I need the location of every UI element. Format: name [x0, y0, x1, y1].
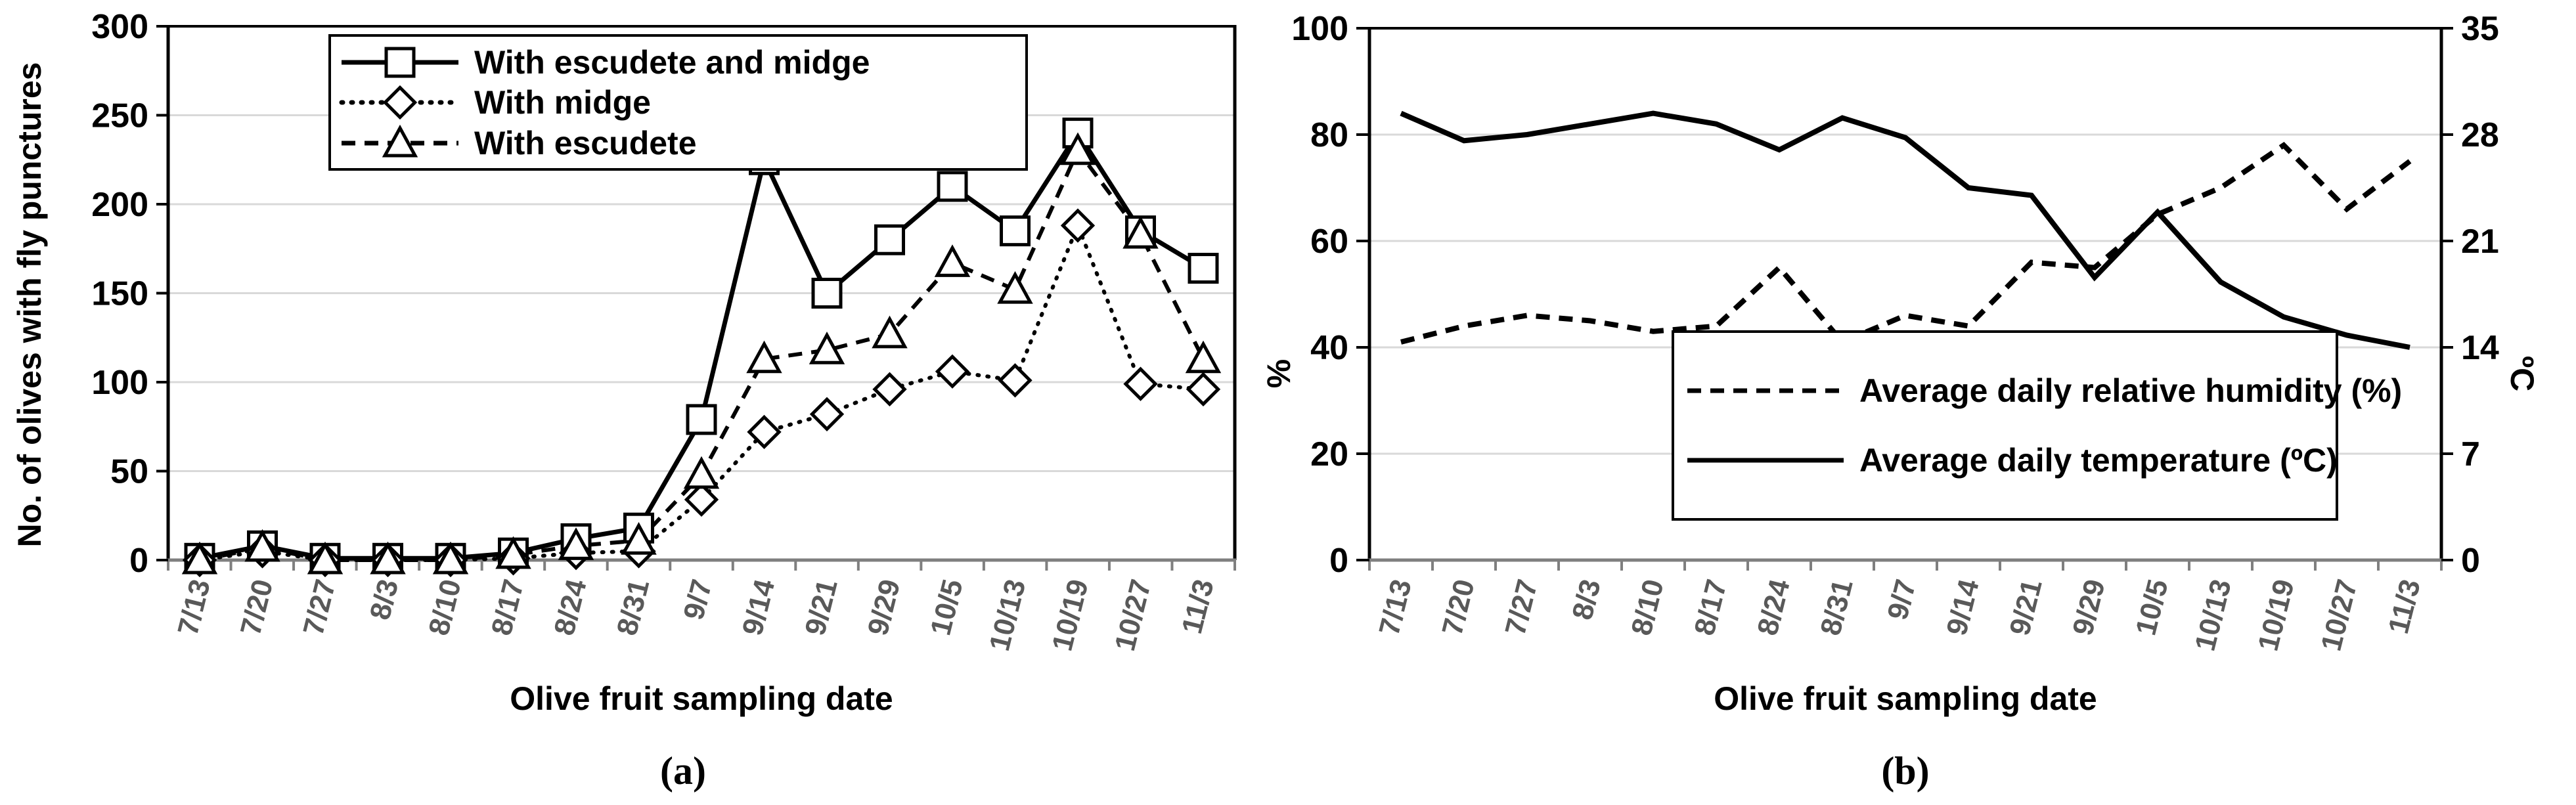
svg-text:150: 150: [91, 275, 148, 313]
svg-text:9/14: 9/14: [736, 576, 781, 638]
svg-text:0: 0: [2461, 542, 2480, 580]
svg-text:10/13: 10/13: [983, 577, 1032, 655]
svg-text:7/13: 7/13: [171, 577, 216, 639]
svg-text:300: 300: [91, 8, 148, 46]
svg-text:10/5: 10/5: [924, 577, 969, 639]
svg-text:8/17: 8/17: [485, 577, 530, 639]
svg-text:28: 28: [2461, 116, 2499, 154]
svg-text:8/10: 8/10: [422, 577, 467, 639]
svg-text:21: 21: [2461, 223, 2499, 261]
svg-text:11/3: 11/3: [1176, 577, 1220, 638]
svg-text:7/20: 7/20: [234, 577, 279, 639]
svg-text:7/27: 7/27: [1499, 577, 1543, 639]
svg-text:8/10: 8/10: [1625, 577, 1670, 639]
panel-a-caption: (a): [660, 749, 706, 793]
svg-text:60: 60: [1310, 223, 1348, 261]
svg-text:9/21: 9/21: [799, 577, 843, 639]
svg-text:8/3: 8/3: [364, 577, 405, 623]
svg-text:9/14: 9/14: [1940, 576, 1985, 638]
svg-text:7/20: 7/20: [1436, 577, 1480, 639]
legend-sample-dashed-triangle-icon: [342, 124, 458, 157]
svg-text:0: 0: [1329, 542, 1348, 580]
svg-text:10/27: 10/27: [2315, 577, 2364, 655]
svg-text:20: 20: [1310, 435, 1348, 473]
svg-text:80: 80: [1310, 116, 1348, 154]
legend-item-temperature: Average daily temperature (ºC): [1683, 441, 2338, 479]
svg-text:9/21: 9/21: [2003, 577, 2048, 639]
panel-b-x-axis-title: Olive fruit sampling date: [1714, 680, 2097, 717]
svg-text:7: 7: [2461, 435, 2480, 473]
svg-text:8/17: 8/17: [1688, 577, 1733, 639]
svg-text:7/13: 7/13: [1373, 577, 1417, 639]
panel-b-right-axis-title: ºC: [2504, 355, 2541, 392]
svg-text:100: 100: [1291, 10, 1348, 48]
legend-item-label: Average daily temperature (ºC): [1859, 442, 2338, 479]
svg-text:0: 0: [129, 542, 148, 580]
svg-text:200: 200: [91, 186, 148, 224]
panel-b-legend: Average daily relative humidity (%) Aver…: [1672, 330, 2402, 521]
legend-item-with-midge: With midge: [338, 83, 1019, 121]
svg-text:250: 250: [91, 97, 148, 135]
legend-item-escudete-and-midge: With escudete and midge: [338, 43, 1019, 81]
svg-text:8/3: 8/3: [1566, 577, 1607, 623]
legend-item-label: With escudete: [474, 124, 697, 162]
legend-item-label: With escudete and midge: [474, 43, 870, 81]
svg-text:9/7: 9/7: [677, 577, 718, 623]
panel-a-x-axis-title: Olive fruit sampling date: [510, 680, 893, 717]
svg-text:9/29: 9/29: [2066, 577, 2111, 639]
svg-text:10/13: 10/13: [2189, 577, 2238, 655]
svg-text:10/19: 10/19: [1046, 577, 1095, 655]
legend-sample-dotted-diamond-icon: [339, 85, 461, 120]
legend-item-label: With midge: [474, 84, 651, 121]
panel-b-left-axis-title: %: [1260, 359, 1297, 389]
panel-a-y-axis-title: No. of olives with fly punctures: [11, 62, 48, 548]
legend-item-label: Average daily relative humidity (%): [1859, 372, 2403, 409]
legend-item-relative-humidity: Average daily relative humidity (%): [1683, 372, 2402, 410]
panel-a-legend: With escudete and midge With midge With …: [328, 34, 1028, 171]
legend-item-with-escudete: With escudete: [338, 124, 1019, 162]
svg-text:10/27: 10/27: [1109, 577, 1157, 655]
svg-text:100: 100: [91, 364, 148, 402]
svg-text:11/3: 11/3: [2382, 577, 2427, 638]
svg-text:8/24: 8/24: [1751, 576, 1796, 638]
svg-text:8/24: 8/24: [548, 576, 592, 638]
legend-sample-dashed-line-icon: [1687, 388, 1844, 393]
svg-text:9/7: 9/7: [1881, 577, 1922, 623]
svg-text:8/31: 8/31: [1814, 577, 1859, 639]
svg-text:8/31: 8/31: [611, 577, 655, 639]
svg-text:10/5: 10/5: [2129, 577, 2174, 639]
svg-text:14: 14: [2461, 329, 2499, 367]
svg-text:10/19: 10/19: [2252, 577, 2301, 655]
svg-text:50: 50: [110, 453, 148, 491]
svg-text:35: 35: [2461, 10, 2499, 48]
svg-text:9/29: 9/29: [862, 577, 906, 639]
legend-sample-solid-square-icon: [342, 47, 458, 77]
svg-text:40: 40: [1310, 329, 1348, 367]
panel-b-caption: (b): [1881, 749, 1930, 793]
legend-sample-solid-line-icon: [1687, 458, 1844, 463]
svg-text:7/27: 7/27: [297, 577, 342, 639]
